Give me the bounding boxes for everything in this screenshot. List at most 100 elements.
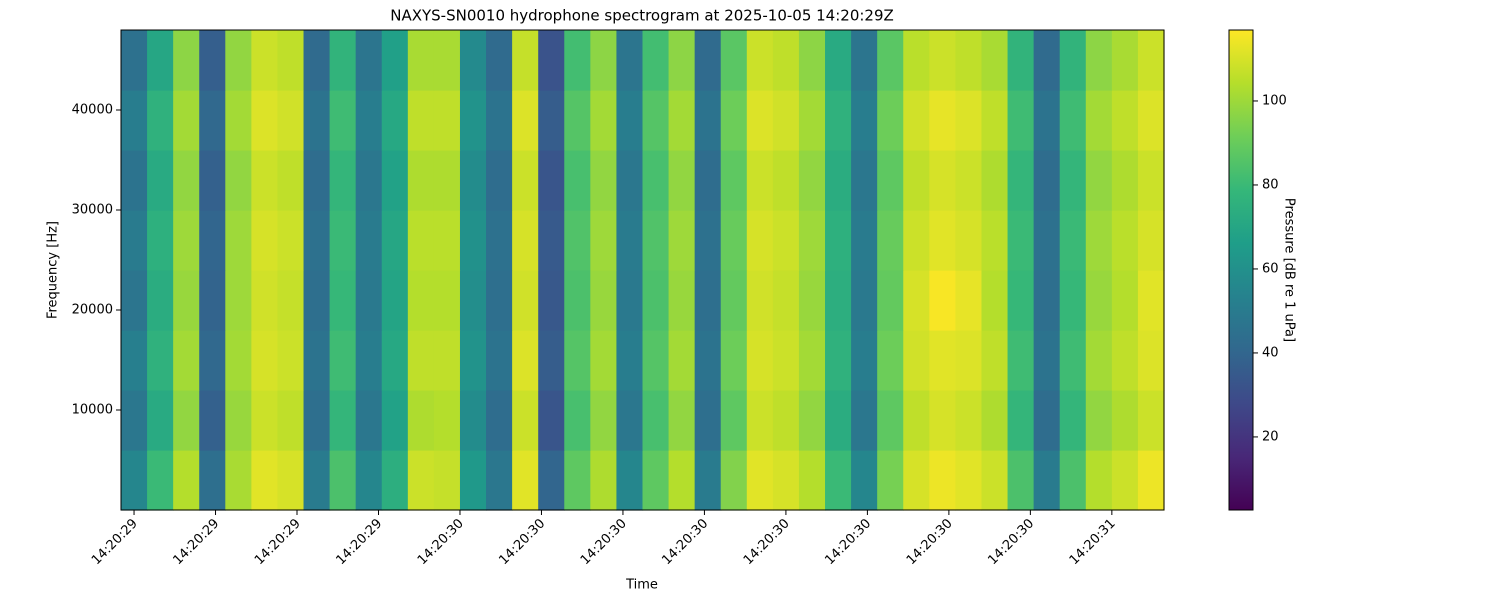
heatmap-cell (355, 210, 383, 271)
heatmap-cell (772, 330, 800, 391)
heatmap-cell (121, 30, 148, 91)
heatmap-cell (590, 210, 618, 271)
heatmap-cell (147, 90, 174, 151)
heatmap-cell (433, 90, 461, 151)
heatmap-cell (121, 390, 148, 451)
heatmap-cell (329, 150, 357, 211)
heatmap-cell (981, 270, 1009, 331)
heatmap-cell (538, 330, 565, 391)
heatmap-cell (512, 90, 539, 151)
heatmap-cell (720, 450, 748, 511)
heatmap-cell (798, 90, 826, 151)
heatmap-cell (642, 450, 670, 511)
heatmap-cell (121, 90, 148, 151)
heatmap-cell (668, 450, 696, 511)
heatmap-cell (538, 270, 565, 331)
heatmap-cell (981, 210, 1009, 271)
heatmap-cell (1137, 210, 1165, 271)
heatmap-cell (1059, 450, 1087, 511)
heatmap-cell (355, 90, 383, 151)
heatmap-cell (199, 330, 226, 391)
heatmap-cell (1059, 270, 1087, 331)
heatmap-cell (981, 390, 1009, 451)
heatmap-cell (642, 30, 670, 91)
heatmap-cell (1085, 150, 1113, 211)
heatmap-cell (616, 270, 644, 331)
heatmap-cell (903, 270, 930, 331)
heatmap-cell (381, 150, 409, 211)
chart-title: NAXYS-SN0010 hydrophone spectrogram at 2… (390, 7, 894, 25)
heatmap-cell (173, 150, 200, 211)
heatmap-cell (1085, 330, 1113, 391)
heatmap-cell (173, 90, 200, 151)
heatmap-cell (1137, 450, 1165, 511)
heatmap-cell (929, 90, 956, 151)
heatmap-cell (616, 30, 644, 91)
heatmap-cell (694, 330, 722, 391)
heatmap-cell (512, 30, 539, 91)
heatmap-cell (433, 330, 461, 391)
heatmap-cell (1111, 450, 1139, 511)
heatmap-cell (1111, 270, 1139, 331)
heatmap-cell (251, 90, 279, 151)
heatmap-cell (1007, 90, 1035, 151)
heatmap-cell (825, 30, 852, 91)
heatmap-cell (825, 90, 852, 151)
heatmap-cell (1085, 90, 1113, 151)
heatmap-cell (642, 390, 670, 451)
x-tick-label: 14:20:29 (333, 516, 385, 568)
heatmap-cell (1059, 150, 1087, 211)
x-tick-label: 14:20:30 (985, 516, 1037, 568)
heatmap-cell (277, 270, 305, 331)
heatmap-cell (746, 390, 774, 451)
heatmap-cell (225, 90, 252, 151)
heatmap-cell (381, 390, 409, 451)
heatmap-cell (772, 150, 800, 211)
heatmap-cell (329, 270, 357, 331)
heatmap-cell (642, 90, 670, 151)
heatmap-cell (459, 450, 487, 511)
colorbar-tick-label: 80 (1262, 177, 1279, 192)
heatmap-cell (512, 150, 539, 211)
heatmap-cell (329, 210, 357, 271)
heatmap-cell (616, 150, 644, 211)
heatmap-cell (459, 330, 487, 391)
heatmap-cell (538, 90, 565, 151)
heatmap-cell (746, 210, 774, 271)
heatmap-cell (590, 150, 618, 211)
heatmap-cell (459, 30, 487, 91)
heatmap-cell (746, 30, 774, 91)
heatmap-cell (798, 450, 826, 511)
heatmap-cell (772, 30, 800, 91)
heatmap-cell (121, 330, 148, 391)
heatmap-cell (851, 450, 878, 511)
heatmap-cell (303, 270, 331, 331)
heatmap-cell (981, 330, 1009, 391)
heatmap-cell (407, 90, 435, 151)
heatmap-cell (459, 90, 487, 151)
heatmap-cell (668, 150, 696, 211)
y-tick-label: 10000 (72, 403, 113, 418)
x-tick-label: 14:20:29 (89, 516, 141, 568)
heatmap-cell (173, 390, 200, 451)
heatmap-cell (303, 330, 331, 391)
heatmap-cell (772, 210, 800, 271)
colorbar-tick-label: 40 (1262, 345, 1279, 360)
heatmap-cell (173, 330, 200, 391)
heatmap-cell (147, 450, 174, 511)
heatmap-cell (772, 270, 800, 331)
heatmap-cell (329, 90, 357, 151)
heatmap-cell (199, 210, 226, 271)
heatmap-cell (512, 270, 539, 331)
heatmap-cell (433, 210, 461, 271)
heatmap-cell (590, 390, 618, 451)
heatmap-cell (1007, 390, 1035, 451)
colorbar-tick-label: 100 (1262, 93, 1287, 108)
heatmap-cell (1007, 30, 1035, 91)
heatmap-cell (251, 150, 279, 211)
heatmap-cell (877, 210, 904, 271)
heatmap-cell (251, 390, 279, 451)
heatmap-cell (199, 30, 226, 91)
heatmap-cell (668, 30, 696, 91)
heatmap-cell (877, 450, 904, 511)
